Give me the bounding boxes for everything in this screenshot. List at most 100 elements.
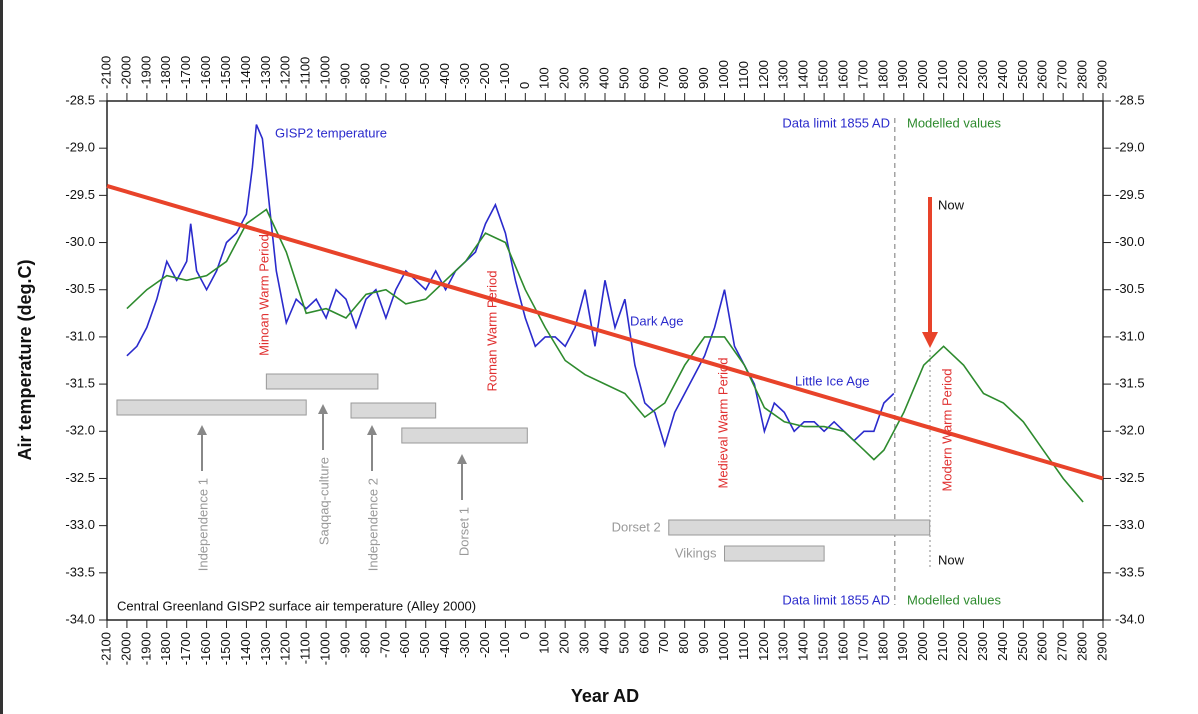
period-label: Dorset 2 xyxy=(612,519,661,534)
series-line xyxy=(126,124,895,449)
x-tick-label: 0 xyxy=(517,632,532,639)
x-tick-label: 2000 xyxy=(915,632,930,661)
x-tick-label-top: 1700 xyxy=(855,60,870,89)
x-tick-label-top: -1200 xyxy=(278,56,293,89)
x-tick-label-top: 1200 xyxy=(756,60,771,89)
series-line xyxy=(126,208,1084,503)
x-tick-label: 2200 xyxy=(955,632,970,661)
x-tick-label-top: 600 xyxy=(636,67,651,89)
x-tick-label-top: -100 xyxy=(497,63,512,89)
series-label: GISP2 temperature xyxy=(275,125,387,140)
x-tick-label-top: -1800 xyxy=(158,56,173,89)
x-tick-label: -2000 xyxy=(118,632,133,665)
x-tick-label-top: -1500 xyxy=(218,56,233,89)
period-bar xyxy=(401,427,528,444)
x-tick-label: 200 xyxy=(557,632,572,654)
y-tick-label-right: -30.5 xyxy=(1115,281,1145,296)
y-tick-label-right: -31.0 xyxy=(1115,328,1145,343)
x-tick-label: 2700 xyxy=(1055,632,1070,661)
x-tick-label: 1700 xyxy=(855,632,870,661)
x-tick-label-top: 1400 xyxy=(796,60,811,89)
x-tick-label-top: -1100 xyxy=(298,57,313,89)
y-axis-label: Air temperature (deg.C) xyxy=(15,259,35,460)
x-tick-label: -200 xyxy=(477,632,492,658)
x-tick-label: 300 xyxy=(577,632,592,654)
y-tick-label: -33.0 xyxy=(65,517,95,532)
period-label: Independence 1 xyxy=(195,478,210,571)
x-tick-label-top: -500 xyxy=(417,63,432,89)
x-tick-label: 900 xyxy=(696,632,711,654)
annotation: Now xyxy=(938,197,965,212)
period-label: Saqqaq-culture xyxy=(316,457,331,545)
x-tick-label-top: 2400 xyxy=(995,60,1010,89)
y-tick-label-right: -29.0 xyxy=(1115,140,1145,155)
x-tick-label: -1100 xyxy=(298,632,313,664)
x-tick-label-top: -800 xyxy=(357,63,372,89)
x-tick-label-top: 2200 xyxy=(955,60,970,89)
annotation: Modern Warm Period xyxy=(939,368,954,491)
x-tick-label: 1000 xyxy=(716,632,731,661)
x-tick-label: -1600 xyxy=(198,632,213,665)
x-tick-label: 2500 xyxy=(1015,632,1030,661)
x-tick-label-top: 1000 xyxy=(716,60,731,89)
x-tick-label: 2800 xyxy=(1075,632,1090,661)
x-tick-label-top: -1600 xyxy=(198,56,213,89)
x-tick-label: 2400 xyxy=(995,632,1010,661)
x-tick-label-top: -1000 xyxy=(318,56,333,89)
x-tick-label-top: 1600 xyxy=(835,60,850,89)
x-tick-label-top: 2800 xyxy=(1075,60,1090,89)
x-tick-label-top: 0 xyxy=(517,82,532,89)
x-tick-label: 2600 xyxy=(1035,632,1050,661)
x-tick-label: 700 xyxy=(656,632,671,654)
x-tick-label: 500 xyxy=(616,632,631,654)
x-tick-label-top: 100 xyxy=(537,67,552,89)
x-tick-label-top: -2000 xyxy=(118,56,133,89)
period-bar xyxy=(350,402,437,419)
y-tick-label-right: -33.0 xyxy=(1115,517,1145,532)
x-tick-label: 1600 xyxy=(835,632,850,661)
x-tick-label: -1500 xyxy=(218,632,233,665)
x-tick-label-top: -900 xyxy=(337,63,352,89)
x-tick-label-top: 1100 xyxy=(736,61,751,89)
annotation: Little Ice Age xyxy=(795,373,869,388)
x-tick-label-top: 500 xyxy=(616,67,631,89)
y-tick-label-right: -33.5 xyxy=(1115,564,1145,579)
x-tick-label: 2900 xyxy=(1094,632,1109,661)
x-tick-label-top: -300 xyxy=(457,63,472,89)
y-tick-label: -29.5 xyxy=(65,187,95,202)
x-tick-label: 800 xyxy=(676,632,691,654)
x-tick-label-top: 1500 xyxy=(816,60,831,89)
x-tick-label-top: -600 xyxy=(397,63,412,89)
x-tick-label-top: 2000 xyxy=(915,60,930,89)
y-tick-label-right: -31.5 xyxy=(1115,376,1145,391)
x-tick-label: -1800 xyxy=(158,632,173,665)
x-tick-label-top: 2100 xyxy=(935,60,950,89)
y-tick-label-right: -30.0 xyxy=(1115,234,1145,249)
annotation: Modelled values xyxy=(907,592,1001,607)
y-tick-label: -32.5 xyxy=(65,470,95,485)
x-tick-label-top: 2300 xyxy=(975,60,990,89)
x-tick-label: 100 xyxy=(537,632,552,654)
x-tick-label: 1400 xyxy=(796,632,811,661)
series-line xyxy=(106,183,1104,481)
x-tick-label-top: 900 xyxy=(696,67,711,89)
period-label: Vikings xyxy=(675,545,717,560)
x-tick-label-top: 400 xyxy=(596,67,611,89)
period-bar xyxy=(668,519,931,536)
x-tick-label-top: -400 xyxy=(437,63,452,89)
y-tick-label: -28.5 xyxy=(65,92,95,107)
x-tick-label-top: -2100 xyxy=(98,56,113,89)
y-tick-label-right: -32.5 xyxy=(1115,470,1145,485)
x-axis-label: Year AD xyxy=(571,686,639,706)
annotation: Data limit 1855 AD xyxy=(782,592,890,607)
y-tick-label-right: -32.0 xyxy=(1115,423,1145,438)
x-tick-label: 2300 xyxy=(975,632,990,661)
x-tick-label: -300 xyxy=(457,632,472,658)
x-tick-label-top: -1300 xyxy=(258,56,273,89)
x-tick-label: 600 xyxy=(636,632,651,654)
x-tick-label: -1300 xyxy=(258,632,273,665)
annotation: Minoan Warm Period xyxy=(256,234,271,356)
x-tick-label-top: 300 xyxy=(577,67,592,89)
x-tick-label-top: 800 xyxy=(676,67,691,89)
